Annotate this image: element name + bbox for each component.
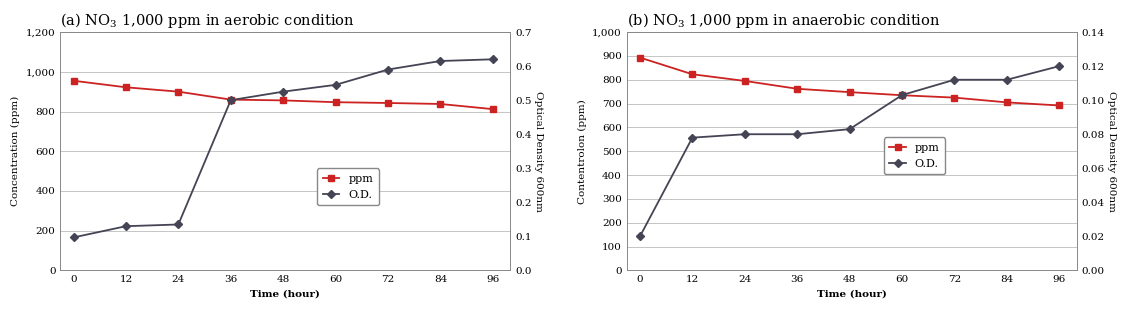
O.D. xyxy=(434,59,447,63)
Text: (b) NO$_3$ 1,000 ppm in anaerobic condition: (b) NO$_3$ 1,000 ppm in anaerobic condit… xyxy=(627,11,940,30)
ppm xyxy=(843,90,857,94)
O.D. xyxy=(224,98,238,102)
Line: ppm: ppm xyxy=(637,55,1062,108)
O.D. xyxy=(738,132,752,136)
ppm xyxy=(1000,100,1013,104)
Line: O.D.: O.D. xyxy=(637,63,1062,239)
ppm xyxy=(276,99,290,102)
ppm xyxy=(434,102,447,106)
Legend: ppm, O.D.: ppm, O.D. xyxy=(884,137,946,174)
O.D. xyxy=(381,68,394,71)
O.D. xyxy=(66,236,80,239)
O.D. xyxy=(1053,64,1066,68)
ppm xyxy=(738,79,752,83)
X-axis label: Time (hour): Time (hour) xyxy=(817,290,887,299)
ppm xyxy=(948,96,961,100)
Line: O.D.: O.D. xyxy=(71,56,496,240)
ppm xyxy=(119,86,133,89)
Y-axis label: Optical Density 600nm: Optical Density 600nm xyxy=(1107,91,1116,212)
O.D. xyxy=(171,223,185,226)
ppm xyxy=(685,73,699,76)
Y-axis label: Concentration (ppm): Concentration (ppm) xyxy=(11,96,20,206)
Y-axis label: Optical Density 600nm: Optical Density 600nm xyxy=(534,91,543,212)
ppm xyxy=(329,100,343,104)
O.D. xyxy=(1000,78,1013,82)
ppm xyxy=(486,107,499,111)
O.D. xyxy=(685,136,699,140)
Legend: ppm, O.D.: ppm, O.D. xyxy=(318,168,379,205)
O.D. xyxy=(790,132,804,136)
O.D. xyxy=(276,90,290,94)
X-axis label: Time (hour): Time (hour) xyxy=(250,290,320,299)
ppm xyxy=(633,56,647,60)
ppm xyxy=(171,90,185,94)
O.D. xyxy=(633,235,647,238)
ppm xyxy=(66,79,80,82)
O.D. xyxy=(329,83,343,87)
O.D. xyxy=(119,224,133,228)
Y-axis label: Contentrolon (ppm): Contentrolon (ppm) xyxy=(577,99,587,204)
O.D. xyxy=(843,127,857,131)
ppm xyxy=(895,93,908,97)
ppm xyxy=(381,101,394,105)
ppm xyxy=(224,98,238,101)
ppm xyxy=(790,87,804,91)
ppm xyxy=(1053,104,1066,107)
O.D. xyxy=(895,93,908,97)
Line: ppm: ppm xyxy=(71,78,496,112)
O.D. xyxy=(486,57,499,61)
Text: (a) NO$_3$ 1,000 ppm in aerobic condition: (a) NO$_3$ 1,000 ppm in aerobic conditio… xyxy=(61,11,355,30)
O.D. xyxy=(948,78,961,82)
